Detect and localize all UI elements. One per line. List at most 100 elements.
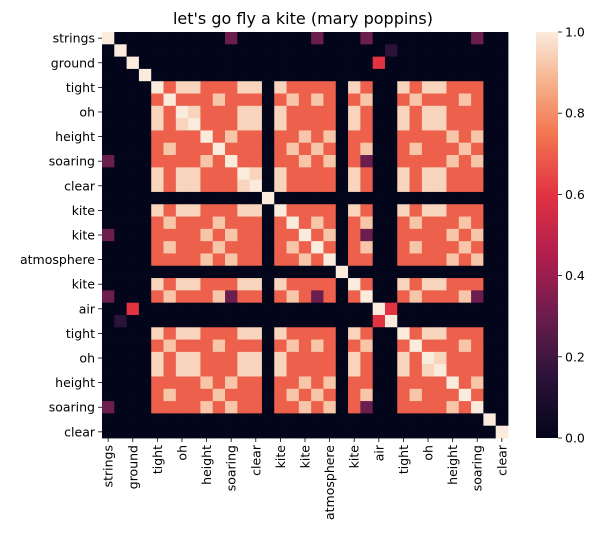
heatmap-cell [348,130,361,144]
heatmap-cell [298,351,312,365]
heatmap-cell [114,105,127,119]
heatmap-cell [434,68,447,82]
heatmap-cell [409,253,423,267]
heatmap-cell [286,327,300,340]
heatmap-cell [434,339,447,353]
heatmap-cell [409,364,423,377]
heatmap-cell [237,167,251,181]
heatmap-cell [298,376,312,390]
heatmap-cell [261,314,275,328]
heatmap-cell [286,241,300,254]
heatmap-cell [163,155,177,168]
heatmap-cell [163,425,177,439]
heatmap-cell [249,191,263,205]
heatmap-cell [471,290,484,304]
y-tick-label: atmosphere [20,252,95,267]
heatmap-cell [360,425,374,439]
heatmap-cell [151,401,164,414]
heatmap-cell [286,290,300,304]
y-tick-label: clear [64,424,96,439]
heatmap-cell [163,56,177,70]
heatmap-cell [237,302,251,316]
heatmap-cell [102,265,115,279]
heatmap-cell [200,204,214,217]
heatmap-cell [175,302,189,316]
heatmap-cell [421,265,435,279]
heatmap-cell [372,413,386,427]
heatmap-cell [495,413,509,427]
heatmap-cell [421,253,435,267]
heatmap-cell [446,290,460,304]
heatmap-cell [298,388,312,402]
heatmap-cell [421,93,435,107]
heatmap-cell [138,290,152,304]
heatmap-cell [138,278,152,291]
heatmap-cell [225,191,238,205]
heatmap-cell [126,105,140,119]
heatmap-cell [434,118,447,131]
heatmap-cell [434,290,447,304]
heatmap-cell [102,351,115,365]
heatmap-cell [397,179,410,193]
heatmap-cell [335,278,349,291]
heatmap-cell [335,191,349,205]
heatmap-cell [360,118,374,131]
heatmap-cell [212,32,226,45]
heatmap-cell [188,265,201,279]
heatmap-cell [372,216,386,230]
heatmap-cell [286,204,300,217]
heatmap-cell [372,167,386,181]
heatmap-cell [114,81,127,94]
heatmap-cell [212,253,226,267]
heatmap-cell [409,314,423,328]
heatmap-cell [471,167,484,181]
heatmap-cell [483,93,497,107]
heatmap-cell [323,179,337,193]
heatmap-cell [495,44,509,57]
heatmap-cell [298,265,312,279]
heatmap-cell [286,216,300,230]
heatmap-cell [360,216,374,230]
heatmap-cell [323,302,337,316]
heatmap-cell [261,413,275,427]
heatmap-cell [495,204,509,217]
heatmap-cell [311,93,324,107]
heatmap-cell [126,302,140,316]
heatmap-cell [335,93,349,107]
heatmap-cell [372,81,386,94]
heatmap-cell [372,179,386,193]
heatmap-cell [372,253,386,267]
heatmap-cell [225,413,238,427]
heatmap-cell [200,364,214,377]
heatmap-cell [212,302,226,316]
heatmap-cell [446,413,460,427]
heatmap-cell [212,191,226,205]
heatmap-cell [200,32,214,45]
heatmap-cell [421,364,435,377]
heatmap-cell [495,167,509,181]
heatmap-cell [212,265,226,279]
heatmap-cell [114,351,127,365]
x-tick-label: oh [174,445,189,461]
heatmap-cell [175,216,189,230]
heatmap-cell [200,105,214,119]
heatmap-cell [126,81,140,94]
heatmap-cell [483,44,497,57]
heatmap-cell [200,44,214,57]
heatmap-cell [311,44,324,57]
heatmap-cell [274,302,287,316]
heatmap-cell [138,388,152,402]
heatmap-cell [483,204,497,217]
heatmap-cell [261,191,275,205]
heatmap-cell [311,290,324,304]
heatmap-cell [384,241,398,254]
heatmap-cell [225,93,238,107]
heatmap-cell [421,327,435,340]
heatmap-cell [126,314,140,328]
heatmap-cell [372,241,386,254]
heatmap-cell [421,351,435,365]
heatmap-cell [249,302,263,316]
heatmap-cell [188,425,201,439]
heatmap-cell [286,253,300,267]
heatmap-cell [360,253,374,267]
